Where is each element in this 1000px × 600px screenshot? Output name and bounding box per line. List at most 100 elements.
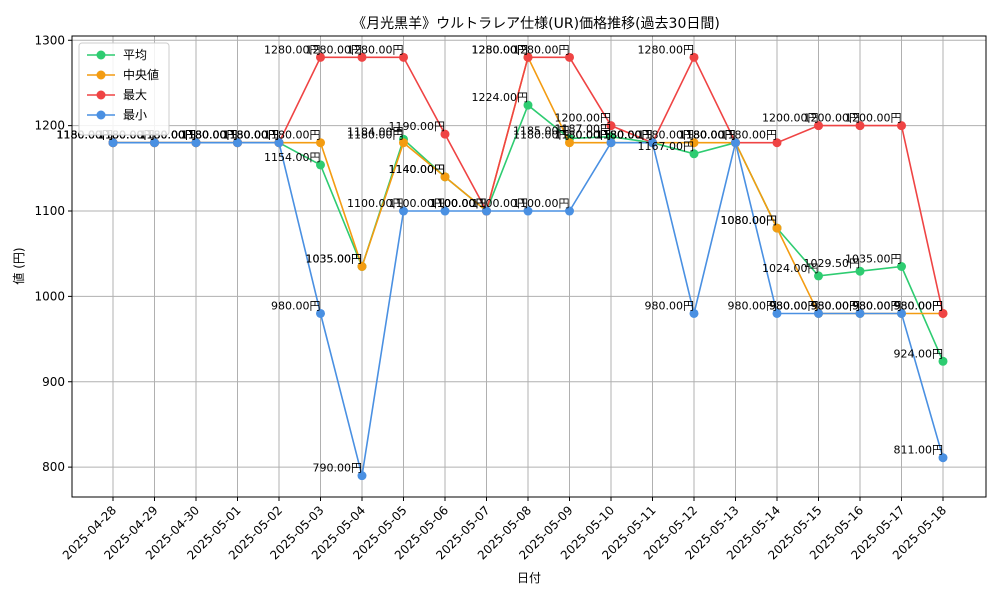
data-label: 1180.00円 <box>513 129 570 142</box>
data-point <box>399 52 408 62</box>
data-label: 980.00円 <box>811 299 861 312</box>
data-point <box>191 138 201 148</box>
data-label: 1180.00円 <box>679 129 736 142</box>
data-label: 1154.00円 <box>264 151 321 164</box>
data-label: 1180.00円 <box>181 129 238 142</box>
data-label: 1280.00円 <box>472 43 529 56</box>
data-label: 980.00円 <box>852 299 902 312</box>
data-point <box>440 129 450 139</box>
data-label: 980.00円 <box>769 299 819 312</box>
data-point <box>357 471 367 481</box>
data-label: 1100.00円 <box>430 197 487 210</box>
y-tick-label: 900 <box>42 375 65 389</box>
data-point <box>855 121 865 131</box>
data-point <box>772 308 782 318</box>
data-point <box>855 308 865 318</box>
data-point <box>689 149 699 159</box>
data-point <box>938 308 948 318</box>
data-label: 1035.00円 <box>306 253 363 266</box>
data-label: 1200.00円 <box>845 112 902 125</box>
data-label: 1180.00円 <box>596 129 653 142</box>
data-label: 1180.00円 <box>679 129 736 142</box>
data-point <box>897 308 906 318</box>
data-label: 980.00円 <box>852 299 902 312</box>
data-label: 980.00円 <box>894 299 944 312</box>
data-label: 1190.00円 <box>389 120 446 133</box>
data-point <box>814 271 823 281</box>
data-label: 1280.00円 <box>513 43 570 56</box>
data-label: 980.00円 <box>271 299 321 312</box>
data-label: 1200.00円 <box>555 112 612 125</box>
data-point <box>897 121 906 131</box>
data-label: 1180.00円 <box>555 129 612 142</box>
data-label: 1180.00円 <box>596 129 653 142</box>
data-point <box>689 138 699 148</box>
data-label: 1280.00円 <box>472 43 529 56</box>
data-point <box>108 138 118 148</box>
data-label: 1180.00円 <box>181 129 238 142</box>
data-label: 1184.00円 <box>347 125 404 138</box>
legend-label: 最小 <box>123 108 147 122</box>
data-label: 1224.00円 <box>472 91 529 104</box>
data-point <box>772 223 782 233</box>
data-point <box>150 138 159 148</box>
data-labels: 1180.00円1180.00円1180.00円1180.00円1180.00円… <box>57 43 944 474</box>
data-label: 1180.00円 <box>596 129 653 142</box>
data-point <box>814 121 823 131</box>
data-label: 1185.00円 <box>513 124 570 137</box>
data-label: 1180.00円 <box>638 129 695 142</box>
data-point <box>316 52 325 62</box>
data-label: 1280.00円 <box>347 43 404 56</box>
data-point <box>565 206 574 216</box>
data-label: 1180.00円 <box>181 129 238 142</box>
legend-marker <box>96 70 106 80</box>
data-point <box>274 138 284 148</box>
data-label: 1100.00円 <box>430 197 487 210</box>
data-label: 1140.00円 <box>389 163 446 176</box>
data-label: 1029.50円 <box>804 257 861 270</box>
y-axis-title: 値 (円) <box>11 247 26 284</box>
data-label: 1280.00円 <box>306 43 363 56</box>
data-point <box>399 138 408 148</box>
data-point <box>440 172 450 182</box>
data-label: 1100.00円 <box>430 197 487 210</box>
y-tick-label: 800 <box>42 460 65 474</box>
legend-item: 平均 <box>87 48 147 62</box>
data-point <box>689 308 699 318</box>
data-point <box>316 308 325 318</box>
data-label: 1180.00円 <box>264 129 321 142</box>
data-label: 1080.00円 <box>721 214 778 227</box>
data-point <box>523 206 533 216</box>
data-label: 1280.00円 <box>264 43 321 56</box>
data-point <box>357 262 367 271</box>
data-point <box>606 121 616 131</box>
data-label: 1180.00円 <box>223 129 280 142</box>
y-tick-label: 1200 <box>34 119 65 133</box>
data-point <box>316 160 325 170</box>
data-label: 1200.00円 <box>762 112 819 125</box>
data-label: 1180.00円 <box>679 129 736 142</box>
data-label: 1035.00円 <box>845 253 902 266</box>
data-label: 790.00円 <box>313 462 363 475</box>
data-label: 1100.00円 <box>472 197 529 210</box>
data-label: 1100.00円 <box>513 197 570 210</box>
data-label: 811.00円 <box>894 444 944 457</box>
legend-label: 中央値 <box>123 67 159 82</box>
data-point <box>565 138 574 148</box>
data-label: 980.00円 <box>811 299 861 312</box>
data-point <box>897 262 906 271</box>
data-label: 980.00円 <box>894 299 944 312</box>
series-group <box>108 52 948 481</box>
data-label: 1180.00円 <box>181 129 238 142</box>
legend-marker <box>96 50 106 60</box>
data-label: 1187.00円 <box>555 123 612 136</box>
data-label: 980.00円 <box>728 299 778 312</box>
legend-item: 最小 <box>87 108 147 122</box>
data-label: 980.00円 <box>769 299 819 312</box>
y-tick-label: 1300 <box>34 33 65 47</box>
legend-item: 中央値 <box>87 67 159 82</box>
data-point <box>482 206 491 216</box>
data-label: 1024.00円 <box>762 262 819 275</box>
data-point <box>316 138 325 148</box>
